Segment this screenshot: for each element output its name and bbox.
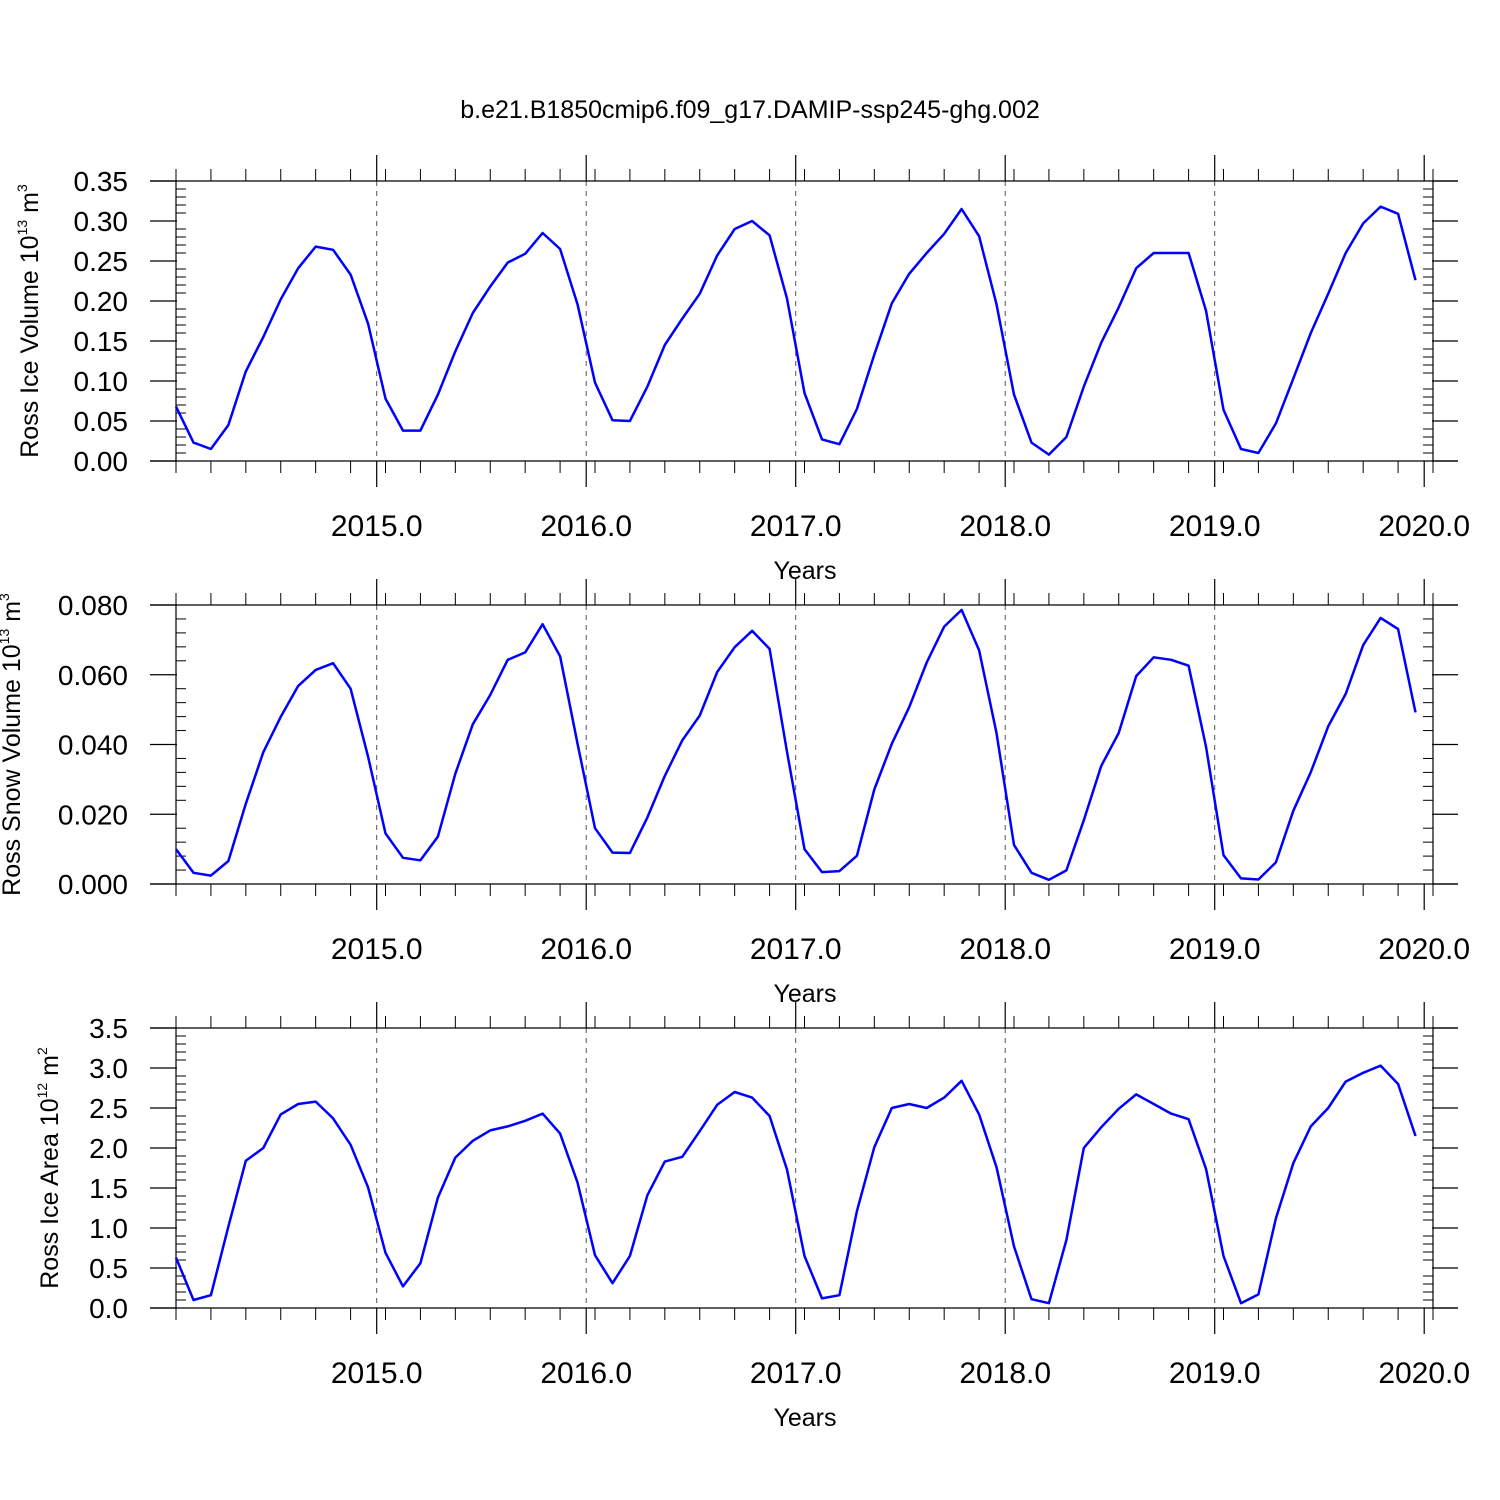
xtick-label: 2015.0 xyxy=(331,933,423,966)
ytick-label: 0.15 xyxy=(74,326,129,357)
ytick-label: 2.5 xyxy=(89,1093,128,1124)
ytick-label: 1.0 xyxy=(89,1213,128,1244)
xtick-label: 2019.0 xyxy=(1169,510,1261,543)
xtick-label: 2016.0 xyxy=(540,933,632,966)
ytick-label: 0.0 xyxy=(89,1293,128,1324)
series-line xyxy=(174,1064,1417,1305)
y-axis-title: Ross Ice Area 1012 m2 xyxy=(34,1047,64,1289)
ytick-label: 0.020 xyxy=(58,799,128,830)
ytick-label: 0.20 xyxy=(74,286,129,317)
xtick-label: 2017.0 xyxy=(750,933,842,966)
ytick-label: 0.35 xyxy=(74,166,129,197)
ytick-label: 0.10 xyxy=(74,366,129,397)
x-axis-title: Years xyxy=(773,980,836,1008)
xtick-label: 2019.0 xyxy=(1169,933,1261,966)
y-axis-title-unit: m xyxy=(36,1055,64,1083)
y-axis-title-exponent: 13 xyxy=(14,220,30,236)
ytick-label: 0.080 xyxy=(58,590,128,621)
x-axis-title: Years xyxy=(773,557,836,585)
xtick-label: 2020.0 xyxy=(1378,1357,1470,1390)
xtick-label: 2019.0 xyxy=(1169,1357,1261,1390)
xtick-label: 2018.0 xyxy=(959,510,1051,543)
series-line xyxy=(174,205,1417,456)
figure-title: b.e21.B1850cmip6.f09_g17.DAMIP-ssp245-gh… xyxy=(460,96,1040,124)
panel-1: 2015.0 2016.0 2017.0 2018.0 2019.0 2020.0 0.00… xyxy=(14,155,1470,585)
xtick-label: 2020.0 xyxy=(1378,510,1470,543)
y-axis-title-exponent: 12 xyxy=(34,1083,50,1099)
ytick-label: 0.060 xyxy=(58,660,128,691)
ytick-label: 0.30 xyxy=(74,206,129,237)
xtick-label: 2018.0 xyxy=(959,1357,1051,1390)
xtick-label: 2017.0 xyxy=(750,510,842,543)
ytick-label: 3.5 xyxy=(89,1013,128,1044)
xtick-label: 2016.0 xyxy=(540,1357,632,1390)
ytick-label: 0.05 xyxy=(74,406,129,437)
y-axis-title: Ross Ice Volume 1013 m3 xyxy=(14,184,44,458)
y-axis-title-main: Ross Ice Volume 10 xyxy=(16,235,44,457)
xtick-label: 2016.0 xyxy=(540,510,632,543)
xtick-label: 2015.0 xyxy=(331,1357,423,1390)
y-axis-title-main: Ross Snow Volume 10 xyxy=(0,644,26,896)
y-axis-title-unit: m xyxy=(16,192,44,220)
ytick-label: 0.000 xyxy=(58,869,128,900)
y-axis-title-unit: m xyxy=(0,601,26,629)
xtick-label: 2018.0 xyxy=(959,933,1051,966)
ytick-label: 0.040 xyxy=(58,730,128,761)
panel-2: 2015.0 2016.0 2017.0 2018.0 2019.0 2020.0 0.00… xyxy=(0,579,1470,1008)
ytick-label: 0.25 xyxy=(74,246,129,277)
ytick-label: 2.0 xyxy=(89,1133,128,1164)
y-axis-title-exponent: 13 xyxy=(0,629,12,645)
xtick-label: 2017.0 xyxy=(750,1357,842,1390)
y-axis-title-unit-exponent: 3 xyxy=(0,593,12,601)
y-axis-title-unit-exponent: 2 xyxy=(34,1047,50,1055)
panel-3: 2015.0 2016.0 2017.0 2018.0 2019.0 2020.0 0.0 0… xyxy=(34,1002,1470,1432)
series-line xyxy=(174,608,1417,882)
ytick-label: 0.5 xyxy=(89,1253,128,1284)
x-axis-title: Years xyxy=(773,1404,836,1432)
xtick-label: 2020.0 xyxy=(1378,933,1470,966)
y-axis-title-unit-exponent: 3 xyxy=(14,184,30,192)
ytick-label: 0.00 xyxy=(74,446,129,477)
xtick-label: 2015.0 xyxy=(331,510,423,543)
ytick-label: 3.0 xyxy=(89,1053,128,1084)
y-axis-title-main: Ross Ice Area 10 xyxy=(36,1098,64,1288)
y-axis-title: Ross Snow Volume 1013 m3 xyxy=(0,593,26,896)
ytick-label: 1.5 xyxy=(89,1173,128,1204)
